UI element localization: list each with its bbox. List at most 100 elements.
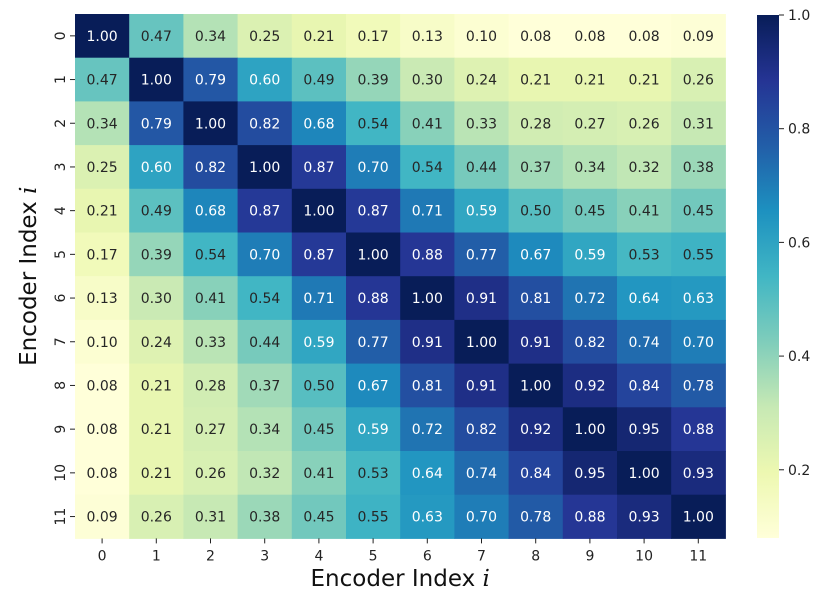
cell-value-label: 0.27 xyxy=(574,116,605,132)
heatmap-cell xyxy=(617,57,672,102)
heatmap-cell xyxy=(562,188,618,233)
heatmap-cell xyxy=(129,494,184,539)
heatmap-cell xyxy=(129,145,184,190)
cell-value-label: 0.60 xyxy=(141,160,172,176)
heatmap-cell xyxy=(291,276,347,321)
cell-value-label: 0.37 xyxy=(520,160,551,176)
cell-value-label: 0.91 xyxy=(466,378,497,394)
cell-value-label: 0.39 xyxy=(141,247,172,263)
x-tick-label: 10 xyxy=(635,548,653,564)
cell-value-label: 1.00 xyxy=(87,29,118,45)
heatmap-cell xyxy=(508,101,564,146)
cell-value-label: 0.34 xyxy=(249,422,280,438)
x-tick-label: 0 xyxy=(98,548,107,564)
heatmap-cell xyxy=(183,188,239,233)
y-tick-label: 3 xyxy=(53,162,69,171)
cell-value-label: 0.32 xyxy=(629,160,660,176)
heatmap-cell xyxy=(291,232,347,277)
heatmap-cell xyxy=(237,276,293,321)
cell-value-label: 0.08 xyxy=(87,422,118,438)
heatmap-cell xyxy=(129,451,184,496)
heatmap-cell xyxy=(183,319,239,365)
heatmap-cell xyxy=(75,57,130,102)
heatmap-cell xyxy=(400,494,455,539)
cell-value-label: 0.34 xyxy=(574,160,605,176)
colorbar-tick-label: 0.4 xyxy=(788,349,810,365)
heatmap-cell xyxy=(508,232,564,277)
cell-value-label: 0.25 xyxy=(87,160,118,176)
heatmap-cell xyxy=(508,407,564,452)
heatmap-cell xyxy=(562,145,618,190)
heatmap-cell xyxy=(617,232,672,277)
cell-value-label: 0.27 xyxy=(195,422,226,438)
cell-value-label: 0.92 xyxy=(574,378,605,394)
cell-value-label: 0.25 xyxy=(249,29,280,45)
cell-value-label: 0.13 xyxy=(87,291,118,307)
heatmap-cell xyxy=(346,188,401,233)
cell-value-label: 0.09 xyxy=(683,29,714,45)
heatmap-cell xyxy=(454,57,510,102)
heatmap-cell xyxy=(346,451,401,496)
cell-value-label: 0.55 xyxy=(683,247,714,263)
heatmap-cell xyxy=(237,407,293,452)
cell-value-label: 0.59 xyxy=(358,422,389,438)
cell-value-label: 0.21 xyxy=(87,204,118,220)
cell-value-label: 0.88 xyxy=(683,422,714,438)
cell-value-label: 0.91 xyxy=(520,335,551,351)
heatmap-cell xyxy=(75,363,130,408)
cell-value-label: 1.00 xyxy=(195,116,226,132)
heatmap-cell xyxy=(237,451,293,496)
cell-value-label: 0.17 xyxy=(87,247,118,263)
cell-value-label: 0.88 xyxy=(574,510,605,526)
cell-value-label: 1.00 xyxy=(358,247,389,263)
cell-value-label: 0.88 xyxy=(412,247,443,263)
heatmap-cell xyxy=(508,188,564,233)
cell-value-label: 0.13 xyxy=(412,29,443,45)
heatmap-cell xyxy=(562,319,618,365)
cell-value-label: 0.49 xyxy=(303,73,334,89)
cell-value-label: 0.54 xyxy=(412,160,443,176)
cell-value-label: 0.47 xyxy=(87,73,118,89)
colorbar-tick-label: 0.2 xyxy=(788,463,810,479)
heatmap-cell xyxy=(454,319,510,365)
x-tick-label: 8 xyxy=(531,548,540,564)
heatmap-cell xyxy=(562,276,618,321)
cell-value-label: 0.21 xyxy=(520,73,551,89)
cell-value-label: 0.64 xyxy=(629,291,660,307)
cell-value-label: 0.70 xyxy=(249,247,280,263)
cell-value-label: 0.39 xyxy=(358,73,389,89)
heatmap-cell xyxy=(237,188,293,233)
heatmap-cell xyxy=(75,232,130,277)
cell-value-label: 0.60 xyxy=(249,73,280,89)
heatmap-cell xyxy=(291,494,347,539)
heatmap-cell xyxy=(75,451,130,496)
cell-value-label: 0.31 xyxy=(195,510,226,526)
cell-value-label: 0.08 xyxy=(629,29,660,45)
x-tick-label: 5 xyxy=(369,548,378,564)
y-axis-label: Encoder Index i xyxy=(16,187,42,366)
cell-value-label: 1.00 xyxy=(629,466,660,482)
cell-value-label: 0.84 xyxy=(629,378,660,394)
heatmap-cell xyxy=(454,145,510,190)
heatmap-cell xyxy=(671,451,726,496)
cell-value-label: 0.74 xyxy=(629,335,660,351)
x-tick-label: 11 xyxy=(689,548,707,564)
heatmap-cell xyxy=(617,319,672,365)
heatmap-cell xyxy=(75,276,130,321)
cell-value-label: 0.17 xyxy=(358,29,389,45)
heatmap-cell xyxy=(291,57,347,102)
x-tick-label: 2 xyxy=(206,548,215,564)
heatmap-cell xyxy=(400,363,455,408)
heatmap-cell xyxy=(562,57,618,102)
heatmap-cell xyxy=(400,319,455,365)
heatmap-cell xyxy=(562,451,618,496)
heatmap-cell xyxy=(183,101,239,146)
heatmap-cell xyxy=(237,232,293,277)
cell-value-label: 0.08 xyxy=(574,29,605,45)
heatmap-cell xyxy=(671,145,726,190)
heatmap-cell xyxy=(671,276,726,321)
heatmap-cell xyxy=(617,494,672,539)
y-tick-label: 7 xyxy=(53,337,69,346)
cell-value-label: 0.81 xyxy=(520,291,551,307)
cell-value-label: 0.93 xyxy=(629,510,660,526)
